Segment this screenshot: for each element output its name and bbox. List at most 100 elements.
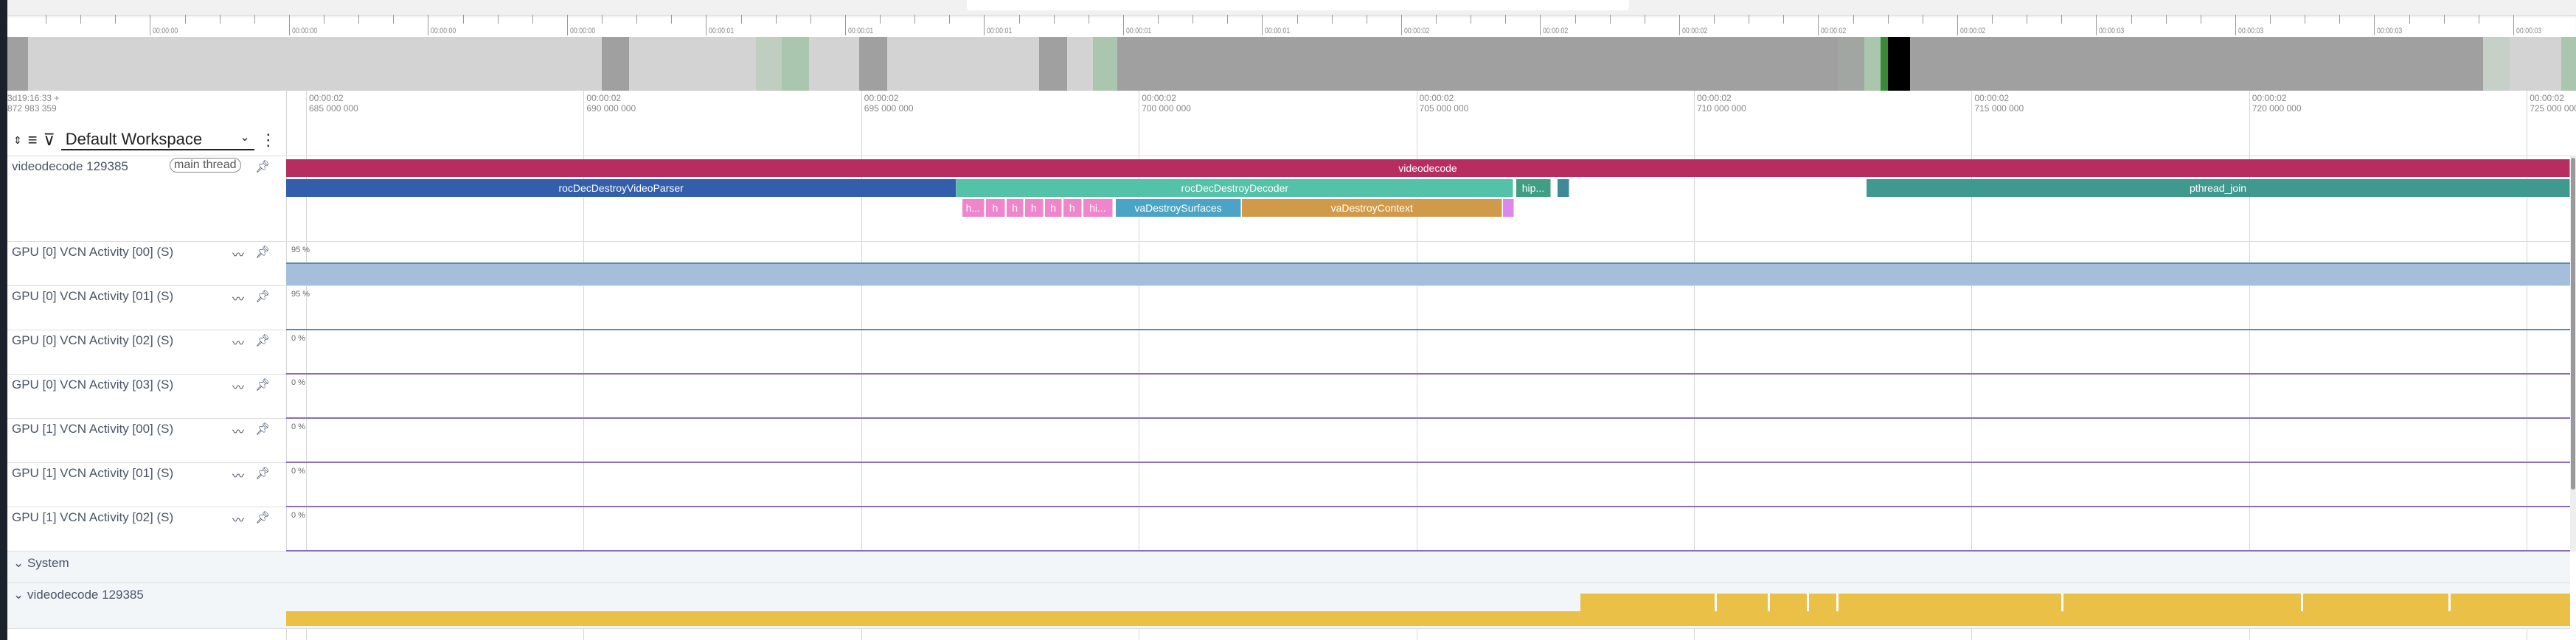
time-gridline <box>583 91 585 640</box>
line-chart-icon[interactable]: 〰 <box>232 515 245 527</box>
activity-gap <box>2448 594 2451 611</box>
overview-minor-tick <box>2409 15 2410 24</box>
overview-tick-label: 00:00:02 <box>1543 27 1569 35</box>
overview-minor-tick <box>1053 15 1055 24</box>
pin-icon[interactable]: 📌︎ <box>255 467 271 480</box>
overview-timeline[interactable] <box>7 37 2576 91</box>
slice[interactable]: pthread_join <box>1867 179 2570 197</box>
slice[interactable]: rocDecDestroyDecoder <box>957 179 1514 197</box>
overview-activity-segment <box>1838 37 1864 91</box>
counter-track[interactable]: GPU [0] VCN Activity [02] (S) 〰 📌︎ 0 % <box>7 330 2570 375</box>
pin-icon[interactable]: 📌︎ <box>255 291 271 303</box>
overview-minor-tick <box>1575 15 1576 24</box>
slice[interactable] <box>1503 199 1515 217</box>
slice[interactable]: hi... <box>1083 199 1113 217</box>
chevron-down-icon: ⌄ <box>13 556 27 570</box>
overview-activity-segment <box>2483 37 2510 91</box>
pin-icon[interactable]: 📌︎ <box>255 512 271 524</box>
scrollbar-thumb[interactable] <box>2571 158 2575 490</box>
slice[interactable]: h <box>986 199 1005 217</box>
overview-minor-tick <box>949 15 950 24</box>
counter-track[interactable]: GPU [0] VCN Activity [00] (S) 〰 📌︎ 95 % <box>7 242 2570 286</box>
counter-track[interactable]: GPU [1] VCN Activity [00] (S) 〰 📌︎ 0 % <box>7 419 2570 463</box>
overview-minor-tick <box>393 15 394 24</box>
slice[interactable] <box>1557 179 1569 197</box>
overview-minor-tick <box>1331 15 1333 24</box>
time-gridline <box>306 91 307 640</box>
overview-minor-tick <box>532 15 533 24</box>
time-offset: 3d19:16:33 + 872 983 359 <box>7 93 59 114</box>
slice[interactable]: h <box>1044 199 1063 217</box>
overview-minor-tick <box>1018 15 1020 24</box>
counter-baseline <box>286 417 2570 419</box>
pin-icon[interactable]: 📌︎ <box>255 379 271 392</box>
time-tick-label: 00:00:02 690 000 000 <box>586 93 636 114</box>
activity-gap <box>2061 594 2063 611</box>
slice[interactable]: vaDestroySurfaces <box>1116 199 1241 217</box>
activity-gap <box>2301 594 2303 611</box>
omnibox[interactable] <box>967 0 1629 10</box>
slice[interactable]: h <box>1024 199 1044 217</box>
line-chart-icon[interactable]: 〰 <box>232 293 245 306</box>
group-label: System <box>27 556 69 570</box>
tick-time: 00:00:02 <box>2530 93 2564 103</box>
track-name: GPU [1] VCN Activity [00] (S) <box>12 422 174 436</box>
slice[interactable]: videodecode <box>286 159 2570 177</box>
counter-track[interactable]: GPU [1] VCN Activity [01] (S) 〰 📌︎ 0 % <box>7 463 2570 507</box>
thread-track[interactable]: videodecode 129385 main thread 📌︎ videod… <box>7 156 2570 242</box>
tick-ns: 715 000 000 <box>1974 103 2024 114</box>
chevron-down-icon: ⌄ <box>240 131 250 144</box>
group-label: videodecode 129385 <box>27 588 144 602</box>
track-name: GPU [0] VCN Activity [01] (S) <box>12 289 174 303</box>
overview-minor-tick <box>219 15 221 24</box>
overview-minor-tick <box>184 15 186 24</box>
overview-activity-segment <box>1881 37 1888 91</box>
overview-minor-tick <box>254 15 255 24</box>
overview-minor-tick <box>358 15 359 24</box>
time-tick-label: 00:00:02 685 000 000 <box>309 93 358 114</box>
tick-time: 00:00:02 <box>1697 93 1732 103</box>
overview-activity-segment <box>1910 37 2483 91</box>
line-chart-icon[interactable]: 〰 <box>232 470 245 483</box>
counter-track[interactable]: GPU [0] VCN Activity [01] (S) 〰 📌︎ 95 % <box>7 286 2570 330</box>
time-gridline <box>2249 91 2250 640</box>
tick-ns: 725 000 000 <box>2530 103 2576 114</box>
overview-minor-tick <box>1783 15 1784 24</box>
more-vert-icon[interactable]: ⋮ <box>260 131 277 149</box>
line-chart-icon[interactable]: 〰 <box>232 249 245 262</box>
overview-minor-tick <box>1505 15 1506 24</box>
slice[interactable]: h <box>1007 199 1024 217</box>
slice[interactable]: vaDestroyContext <box>1242 199 1503 217</box>
line-chart-icon[interactable]: 〰 <box>232 338 245 350</box>
workspace-select[interactable]: Default Workspace ⌄ <box>60 130 254 150</box>
track-name: GPU [0] VCN Activity [00] (S) <box>12 245 174 259</box>
line-chart-icon[interactable]: 〰 <box>232 426 245 439</box>
group-system[interactable]: ⌄ System <box>7 552 2570 583</box>
slice[interactable]: hip... <box>1516 179 1551 197</box>
overview-tick-label: 00:00:03 <box>2237 27 2263 35</box>
counter-fill <box>286 262 2570 285</box>
overview-major-tick <box>706 15 707 35</box>
expand-collapse-icon[interactable]: ⇕ <box>13 133 22 146</box>
pin-icon[interactable]: 📌︎ <box>255 423 271 436</box>
overview-tick-label: 00:00:03 <box>2516 27 2541 35</box>
pin-icon[interactable]: 📌︎ <box>255 161 271 173</box>
line-chart-icon[interactable]: 〰 <box>232 382 245 394</box>
counter-max-label: 0 % <box>291 422 305 431</box>
overview-activity-segment <box>1093 37 1117 91</box>
counter-track[interactable]: GPU [1] VCN Activity [02] (S) 〰 📌︎ 0 % <box>7 507 2570 552</box>
sort-icon[interactable]: ≡ <box>27 131 38 149</box>
overview-major-tick <box>2235 15 2236 35</box>
slice[interactable]: rocDecDestroyVideoParser <box>286 179 957 197</box>
slice[interactable]: h <box>1063 199 1082 217</box>
pin-icon[interactable]: 📌︎ <box>255 335 271 347</box>
overview-minor-tick <box>1227 15 1228 24</box>
counter-track[interactable]: GPU [0] VCN Activity [03] (S) 〰 📌︎ 0 % <box>7 375 2570 419</box>
process-activity-busy <box>1580 594 2570 611</box>
group-videodecode[interactable]: ⌄ videodecode 129385 <box>7 583 2570 629</box>
activity-gap <box>1836 594 1839 611</box>
filter-icon[interactable]: ⊽ <box>43 131 55 149</box>
pin-icon[interactable]: 📌︎ <box>255 246 271 259</box>
overview-major-tick <box>844 15 846 35</box>
slice[interactable]: h... <box>962 199 985 217</box>
